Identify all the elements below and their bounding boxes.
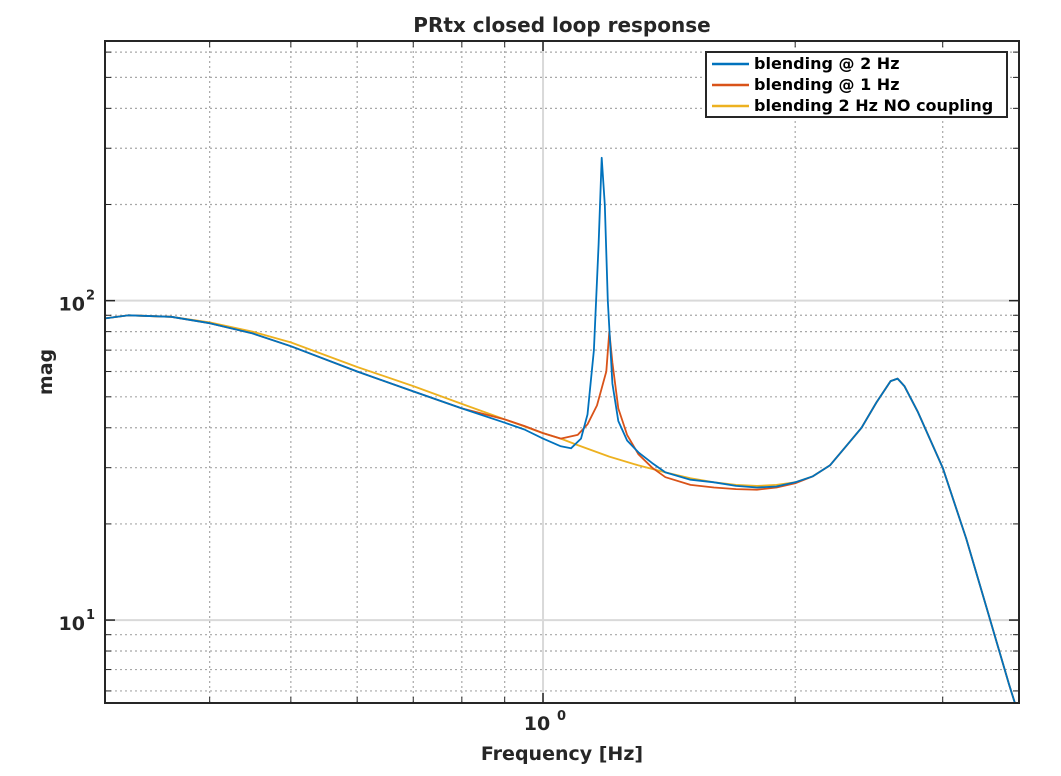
series-lines <box>105 156 1016 703</box>
legend-label: blending @ 2 Hz <box>754 54 900 73</box>
legend-box <box>705 51 1008 118</box>
y-tick-label: 10 <box>59 613 85 635</box>
legend: blending @ 2 Hz blending @ 1 Hz blending 2… <box>705 51 1008 118</box>
tick-marks <box>104 41 1019 703</box>
legend-label: blending @ 1 Hz <box>754 75 900 94</box>
x-axis-label: Frequency [Hz] <box>481 743 643 765</box>
x-tick-label: 10 <box>524 713 550 735</box>
x-tick-label-exponent: 0 <box>557 709 566 724</box>
series-line <box>105 156 1016 703</box>
major-grid <box>105 41 1019 703</box>
y-axis-label: mag <box>35 349 57 395</box>
y-tick-label-exponent: 2 <box>86 289 95 304</box>
chart-title: PRtx closed loop response <box>413 13 710 37</box>
y-tick-label: 10 <box>59 294 85 316</box>
y-tick-label-exponent: 1 <box>86 608 95 623</box>
legend-label: blending 2 Hz NO coupling <box>754 96 993 115</box>
